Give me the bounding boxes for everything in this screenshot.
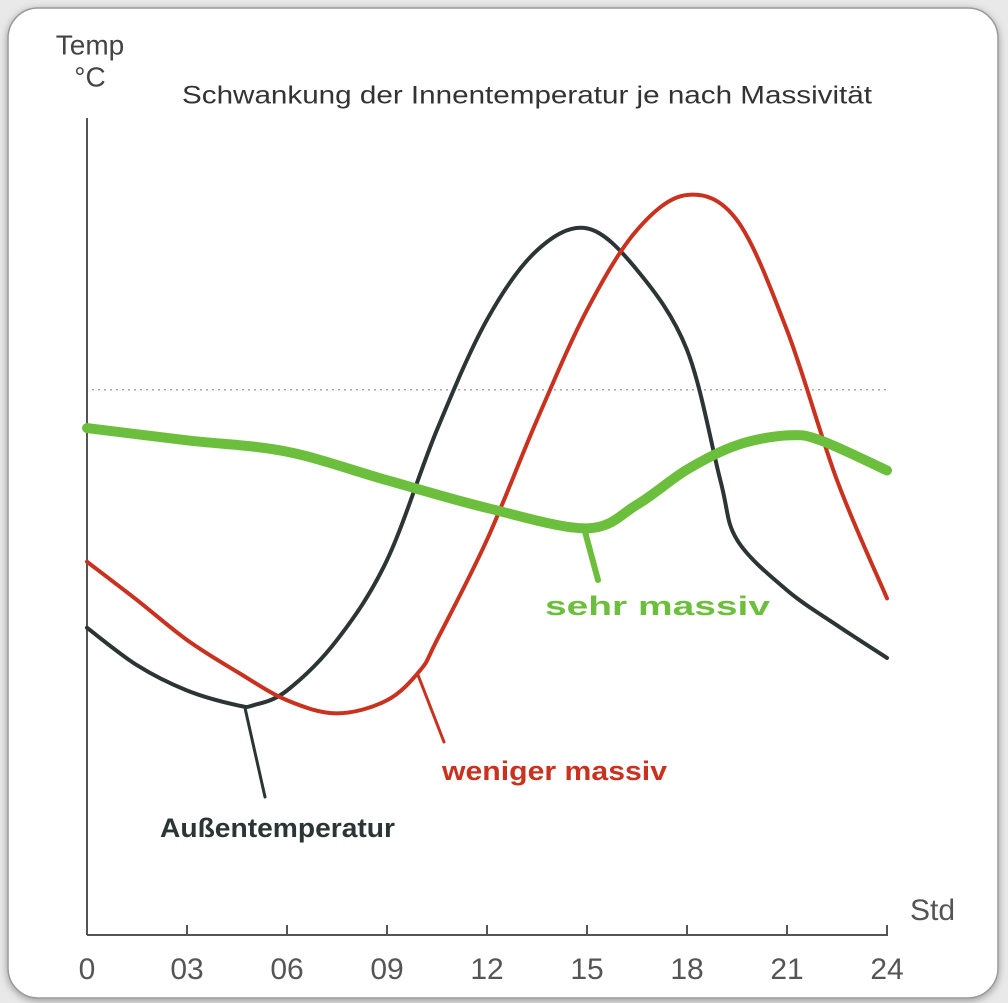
y-label: Temp [56, 29, 124, 60]
leader-line [416, 673, 446, 744]
x-tick-label: 15 [570, 953, 603, 986]
series-line [85, 192, 889, 716]
x-tick-label: 24 [870, 953, 903, 986]
x-tick-label: 21 [770, 953, 803, 986]
x-tick-label: 12 [470, 953, 503, 986]
x-label: Std [910, 894, 955, 927]
leader-line [243, 706, 267, 799]
x-tick-label: 09 [370, 953, 403, 986]
series-label: Außentemperatur [160, 813, 396, 843]
series-line [82, 423, 892, 534]
x-tick-label: 0 [79, 953, 96, 986]
series-label: weniger massiv [441, 756, 667, 786]
x-tick-label: 18 [670, 953, 703, 986]
leader-line [581, 525, 601, 583]
chart-title: Schwankung der Innentemperatur je nach M… [182, 82, 872, 110]
y-label: °C [74, 61, 105, 92]
x-tick-label: 06 [270, 953, 303, 986]
series-label: sehr massiv [545, 591, 770, 621]
x-tick-label: 03 [170, 953, 203, 986]
